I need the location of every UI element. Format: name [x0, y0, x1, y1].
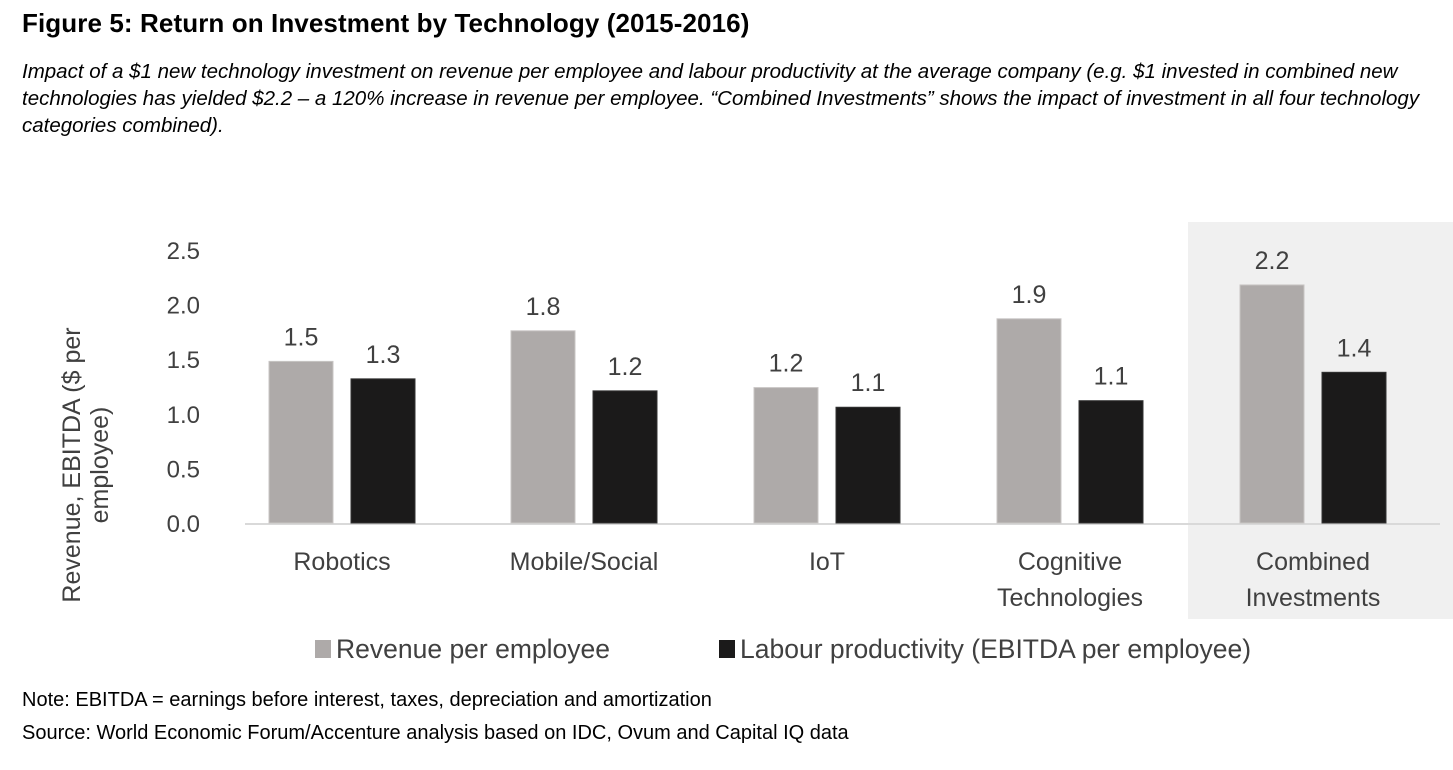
data-label: 1.1 [851, 369, 886, 397]
data-label: 1.1 [1094, 363, 1129, 391]
bar-chart: 0.0 0.5 1.0 1.5 2.0 2.5 Revenue, EBITDA ($ per… [58, 222, 1453, 664]
category-label: Robotics [293, 548, 390, 576]
y-tick-label: 1.5 [167, 347, 200, 374]
footnote-note: Note: EBITDA = earnings before interest,… [22, 689, 712, 711]
y-axis-title: Revenue, EBITDA ($ peremployee) [58, 327, 114, 602]
y-tick-label: 0.0 [167, 511, 200, 538]
category-label: Combined Investments [1246, 548, 1381, 612]
bar-labour [592, 390, 658, 524]
bar-revenue [996, 318, 1062, 524]
bar-labour [1078, 400, 1144, 524]
legend-item-labour: Labour productivity (EBITDA per employee… [719, 634, 1251, 664]
bar-labour [835, 406, 901, 524]
category-label-line: Technologies [997, 584, 1143, 612]
data-label: 1.9 [1012, 281, 1047, 309]
category-label-line: Mobile/Social [510, 548, 659, 576]
y-axis-title-line: employee) [86, 407, 114, 524]
bar-labour [350, 378, 416, 524]
y-tick-label: 1.0 [167, 402, 200, 429]
data-label: 2.2 [1255, 247, 1290, 275]
legend-swatch [315, 640, 331, 658]
bar-revenue [1239, 284, 1305, 524]
legend-swatch [719, 640, 735, 658]
category-label: Mobile/Social [510, 548, 659, 576]
legend-label: Revenue per employee [336, 634, 610, 664]
bar-revenue [510, 330, 576, 524]
y-tick-label: 2.0 [167, 293, 200, 320]
category-label-line: Cognitive [1018, 548, 1122, 576]
data-label: 1.2 [769, 350, 804, 378]
highlight-background [1188, 222, 1453, 619]
bar-revenue [753, 387, 819, 524]
category-label: Cognitive Technologies [997, 548, 1143, 612]
y-tick-label: 0.5 [167, 456, 200, 483]
figure-title: Figure 5: Return on Investment by Techno… [22, 8, 750, 38]
data-label: 1.5 [284, 323, 319, 351]
bar-revenue [268, 360, 334, 524]
figure-subtitle: Impact of a $1 new technology investment… [22, 60, 1420, 137]
y-tick-label: 2.5 [167, 238, 200, 265]
data-label: 1.8 [526, 293, 561, 321]
category-label-line: Investments [1246, 584, 1381, 612]
category-label-line: IoT [809, 548, 845, 576]
y-axis-title-line: Revenue, EBITDA ($ per [58, 327, 86, 602]
category-label-line: Combined [1256, 548, 1370, 576]
legend-item-revenue: Revenue per employee [315, 634, 610, 664]
legend-label: Labour productivity (EBITDA per employee… [740, 634, 1251, 664]
category-label: IoT [809, 548, 845, 576]
data-label: 1.3 [366, 341, 401, 369]
footnote-source: Source: World Economic Forum/Accenture a… [22, 722, 849, 744]
data-label: 1.4 [1337, 334, 1372, 362]
bar-labour [1321, 371, 1387, 524]
category-label-line: Robotics [293, 548, 390, 576]
data-label: 1.2 [608, 353, 643, 381]
